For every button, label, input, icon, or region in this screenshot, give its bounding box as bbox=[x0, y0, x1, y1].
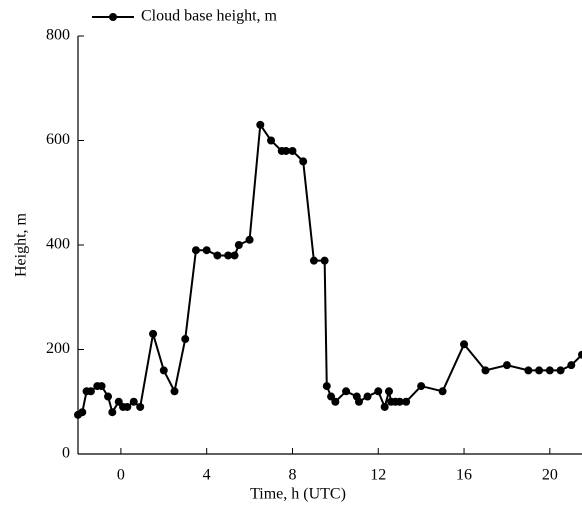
point bbox=[545, 366, 554, 375]
point bbox=[331, 397, 340, 406]
point bbox=[256, 120, 265, 129]
point bbox=[181, 335, 190, 344]
point bbox=[380, 402, 389, 411]
point bbox=[123, 402, 132, 411]
point bbox=[417, 382, 426, 391]
point bbox=[191, 246, 200, 255]
point bbox=[282, 146, 291, 155]
point bbox=[578, 350, 582, 359]
point bbox=[267, 136, 276, 145]
point bbox=[104, 392, 113, 401]
x-tick-label: 12 bbox=[370, 467, 386, 484]
y-tick-label: 600 bbox=[46, 131, 70, 148]
series-line bbox=[77, 121, 582, 416]
point bbox=[224, 251, 233, 260]
point bbox=[299, 157, 308, 166]
x-axis-label: Time, h (UTC) bbox=[250, 486, 346, 503]
point bbox=[97, 382, 106, 391]
y-tick-label: 200 bbox=[46, 340, 70, 357]
point bbox=[159, 366, 168, 375]
x-tick-label: 4 bbox=[203, 467, 211, 484]
point bbox=[86, 387, 95, 396]
point bbox=[502, 361, 511, 370]
point bbox=[136, 402, 145, 411]
x-tick-label: 20 bbox=[542, 467, 558, 484]
point bbox=[213, 251, 222, 260]
point bbox=[245, 235, 254, 244]
y-axis-label: Height, m bbox=[13, 212, 30, 277]
point bbox=[535, 366, 544, 375]
y-tick-label: 800 bbox=[46, 27, 70, 44]
point bbox=[342, 387, 351, 396]
point bbox=[395, 397, 404, 406]
point bbox=[322, 382, 331, 391]
point bbox=[481, 366, 490, 375]
x-tick-label: 0 bbox=[117, 467, 125, 484]
point bbox=[556, 366, 565, 375]
x-tick-label: 8 bbox=[288, 467, 296, 484]
point bbox=[524, 366, 533, 375]
point bbox=[288, 146, 297, 155]
point bbox=[374, 387, 383, 396]
point bbox=[129, 397, 138, 406]
point bbox=[78, 408, 87, 417]
point bbox=[202, 246, 211, 255]
x-tick-label: 16 bbox=[456, 467, 472, 484]
point bbox=[384, 387, 393, 396]
point bbox=[460, 340, 469, 349]
point bbox=[170, 387, 179, 396]
point bbox=[354, 397, 363, 406]
point bbox=[567, 361, 576, 370]
legend-label: Cloud base height, m bbox=[141, 8, 278, 25]
legend-marker bbox=[109, 13, 117, 21]
y-tick-label: 0 bbox=[62, 445, 70, 462]
point bbox=[320, 256, 329, 265]
point bbox=[149, 329, 158, 338]
point bbox=[438, 387, 447, 396]
point bbox=[402, 397, 411, 406]
point bbox=[363, 392, 372, 401]
y-tick-label: 400 bbox=[46, 236, 70, 253]
point bbox=[230, 251, 239, 260]
point bbox=[108, 408, 117, 417]
point bbox=[234, 241, 243, 249]
point bbox=[309, 256, 318, 265]
